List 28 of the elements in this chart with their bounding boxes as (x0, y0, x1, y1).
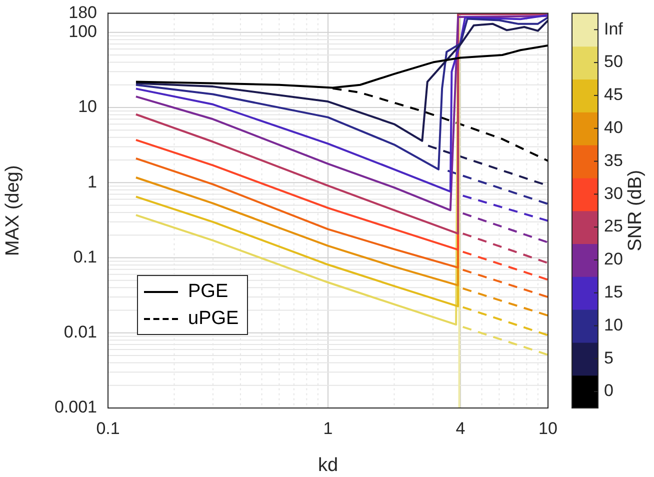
x-tick-label: 10 (538, 418, 558, 438)
color-bar-label: 25 (604, 216, 623, 236)
y-tick-label: 0.1 (73, 247, 97, 266)
color-bar-label: 0 (604, 381, 614, 400)
x-axis-title: kd (318, 454, 338, 476)
legend-label: PGE (188, 280, 228, 302)
y-tick-label: 0.001 (54, 398, 97, 417)
y-tick-label: 100 (68, 22, 97, 42)
y-tick-label: 1 (88, 172, 97, 192)
legend-label: uPGE (188, 308, 239, 330)
color-bar-label: 30 (604, 184, 623, 203)
y-axis-title: MAX (deg) (2, 165, 24, 256)
color-bar-label: 20 (604, 250, 623, 269)
color-bar-title: SNR (dB) (625, 170, 646, 252)
y-tick-label: 180 (68, 2, 97, 22)
color-bar-label: 10 (604, 315, 623, 334)
color-bar-label: 40 (604, 118, 623, 138)
color-bar-label: Inf (604, 19, 624, 38)
color-bar-label: 45 (604, 85, 623, 104)
color-bar-label: 15 (604, 282, 623, 302)
color-bar-label: 5 (604, 348, 614, 368)
x-tick-label: 1 (323, 418, 333, 438)
y-tick-label: 10 (78, 97, 97, 116)
color-bar-label: 50 (604, 52, 623, 72)
x-tick-label: 4 (456, 418, 466, 438)
y-tick-label: 0.01 (64, 322, 97, 342)
x-tick-label: 0.1 (96, 418, 120, 438)
color-bar-label: 35 (604, 150, 623, 170)
